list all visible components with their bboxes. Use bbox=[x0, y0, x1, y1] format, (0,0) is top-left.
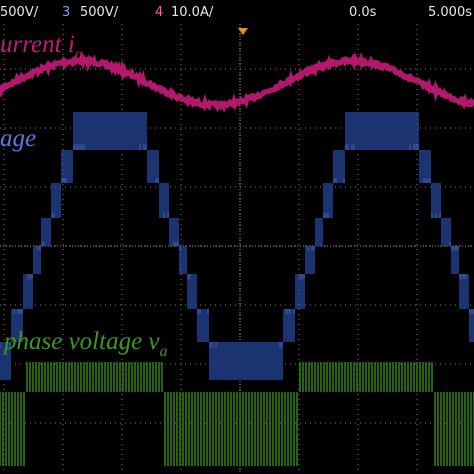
waveforms bbox=[0, 51, 474, 466]
phase-voltage-trace bbox=[0, 362, 474, 466]
trigger-marker bbox=[238, 28, 248, 35]
ch2-scale: 500V/ bbox=[0, 5, 39, 20]
label-text: phase voltage v bbox=[2, 328, 160, 355]
label-text: urrent i bbox=[0, 31, 75, 58]
label-subscript: a bbox=[75, 46, 83, 63]
trigger-time: 0.0s bbox=[349, 5, 377, 20]
ch3-scale: 500V/ bbox=[80, 5, 119, 20]
ch3-number: 3 bbox=[62, 5, 70, 20]
label-subscript: a bbox=[160, 343, 168, 360]
voltage-label: age bbox=[0, 125, 36, 152]
ch4-number: 4 bbox=[155, 5, 163, 20]
line-voltage-trace bbox=[0, 112, 474, 380]
header-bar: 500V/ 3 500V/ 4 10.0A/ 0.0s 5.000s bbox=[0, 5, 472, 20]
timebase: 5.000s bbox=[428, 5, 472, 20]
ch4-scale: 10.0A/ bbox=[171, 5, 214, 20]
current-trace bbox=[0, 51, 474, 113]
current-label: urrent ia bbox=[0, 31, 83, 63]
phase-voltage-label: phase voltage va bbox=[2, 328, 168, 360]
line-voltage-edges bbox=[0, 144, 474, 348]
